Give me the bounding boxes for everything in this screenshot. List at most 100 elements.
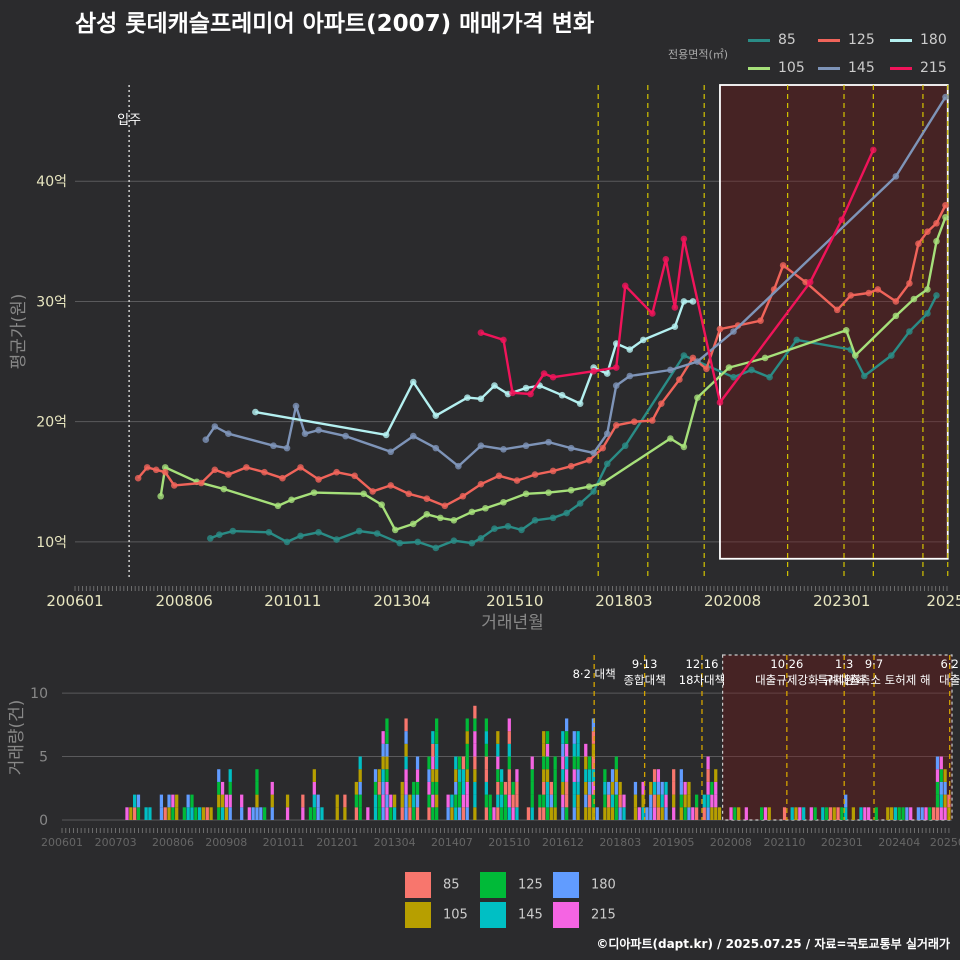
data-point-125 [676,376,683,383]
volume-bar-segment [545,731,550,744]
volume-bar-segment [354,807,358,820]
volume-bar-segment [465,794,469,808]
data-point-145 [730,328,737,335]
data-point-145 [283,444,291,452]
data-point-125 [351,472,358,480]
volume-bar-segment [802,807,806,820]
data-point-105 [161,464,169,471]
volume-bar-segment [706,769,710,782]
bar-legend-label: 180 [591,877,616,893]
volume-bar-segment [649,794,653,808]
volume-bar-segment [542,781,546,795]
volume-bar-segment [484,743,488,757]
volume-bar-segment [427,769,431,782]
volume-bar-segment [224,794,229,808]
volume-bar-segment [404,731,408,744]
data-point-125 [459,492,467,500]
data-point-180 [626,346,634,353]
data-point-145 [612,382,620,389]
data-point-125 [513,477,521,484]
volume-bar-segment [148,807,152,820]
data-point-125 [423,495,431,502]
volume-bar-segment [511,781,515,795]
volume-bar-segment [767,807,771,820]
volume-bar-segment [186,794,190,808]
volume-bar-segment [335,794,339,808]
data-point-105 [585,483,593,490]
data-point-105 [423,510,431,518]
data-point-215 [509,389,516,397]
data-point-105 [680,443,688,451]
movein-label: 입주 [117,113,141,128]
volume-bar-segment [844,807,848,820]
data-point-180 [252,408,259,416]
volume-bar-segment [561,769,565,782]
volume-bar-segment [576,743,580,757]
volume-bar-segment [255,769,259,782]
volume-bar-segment [457,807,462,820]
volume-bar-segment [939,807,943,820]
data-point-215 [549,373,557,381]
data-point-145 [500,446,507,453]
volume-bar-segment [404,794,408,808]
volume-bar-segment [633,794,638,808]
data-point-125 [315,476,322,483]
bar-x-tick-label: 201304 [374,836,416,849]
volume-bar-segment [935,769,940,782]
legend-swatch [890,66,912,70]
volume-bar-segment [545,743,550,757]
data-point-105 [378,501,386,508]
data-point-125 [757,317,764,324]
volume-bar-segment [312,769,316,782]
volume-bar-segment [943,807,947,820]
volume-bar-segment [867,807,871,820]
volume-bar-segment [840,807,844,820]
data-point-125 [225,471,232,478]
volume-bar-segment [610,781,615,795]
bar-x-tick-label: 20250 [930,836,960,849]
volume-bar-segment [679,794,683,808]
volume-bar-segment [614,794,618,808]
data-point-125 [211,466,219,474]
data-point-85 [888,352,895,359]
volume-bar-segment [415,769,420,782]
volume-bar-segment [415,756,420,770]
volume-bar-segment [496,794,500,808]
volume-bar-segment [133,807,137,820]
volume-bar-segment [507,756,511,770]
volume-bar-segment [385,794,389,808]
volume-bar-segment [939,781,943,795]
volume-legend: 85 105 125 145 180 215 [405,872,645,930]
volume-bar-segment [457,781,462,795]
x-tick-label: 202008 [704,592,761,610]
data-point-105 [851,352,859,359]
data-point-180 [464,394,471,401]
volume-bar-segment [545,756,550,770]
data-point-125 [170,482,178,489]
volume-bar-segment [457,769,462,782]
volume-bar-segment [500,794,504,808]
policy-label: 규제완화 [823,673,866,687]
volume-bar-segment [186,807,190,820]
series-line-180 [255,300,693,437]
bar-legend-item-145: 145 [480,902,543,928]
bar-x-tick-label: 202301 [821,836,863,849]
volume-bar-segment [943,781,947,795]
volume-bar-segment [572,807,576,820]
volume-bar-segment [672,781,676,795]
volume-bar-segment [312,807,316,820]
volume-bar-segment [217,807,221,820]
volume-bar-segment [415,794,420,808]
volume-bar-segment [270,781,274,795]
volume-bar-segment [710,781,714,795]
volume-bar-segment [710,794,714,808]
volume-bar-segment [587,781,592,795]
policy-label: 6·2 [941,657,959,671]
volume-bar-segment [507,807,511,820]
legend-item-145: 145 [818,60,875,76]
volume-bar-segment [515,781,519,795]
volume-bar-segment [553,781,557,795]
volume-bar-segment [308,807,313,820]
data-point-105 [360,490,367,498]
volume-bar-segment [714,794,718,808]
